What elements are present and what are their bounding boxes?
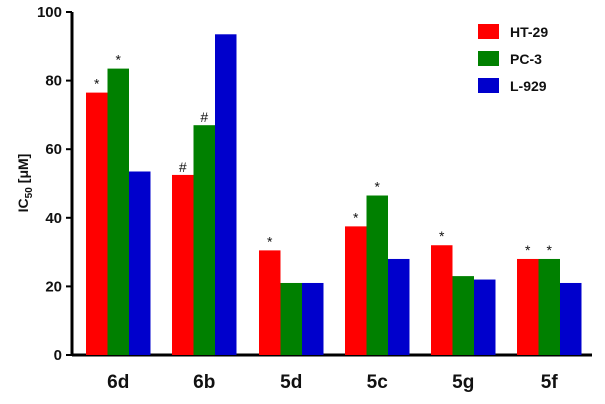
legend-swatch-pc-3 [478,51,499,66]
y-axis-title-unit: [μM] [15,154,31,184]
y-tick-label: 0 [54,347,62,364]
y-tick-label: 20 [45,278,62,295]
bar-pc-3-6b [193,125,215,355]
legend-label: PC-3 [510,51,542,67]
y-axis-title-main: IC [15,198,31,212]
significance-mark: * [439,228,445,244]
significance-mark: * [547,242,553,258]
bar-ht-29-5f [517,258,539,355]
bars [86,34,582,356]
bar-l-929-6b [215,34,237,356]
bar-pc-3-5d [280,282,302,355]
y-tick-label: 60 [45,141,62,158]
bar-l-929-5c [388,258,410,355]
legend-swatch-l-929 [478,78,499,93]
significance-mark: * [267,233,273,249]
significance-mark: # [200,109,208,125]
bar-pc-3-5g [452,276,474,355]
bar-ht-29-6b [172,174,194,355]
y-axis-title: IC50 [μM] [15,154,35,213]
significance-mark: * [116,52,122,68]
bar-l-929-5d [302,282,324,355]
x-category-label: 5c [367,372,389,393]
bar-l-929-6d [129,171,151,355]
significance-mark: * [353,209,359,225]
x-category-label: 5d [280,372,302,393]
annotations: * * # # * * * * * * [94,52,553,258]
significance-mark: # [179,159,187,175]
legend-swatch-ht-29 [478,24,499,39]
bar-ht-29-5g [431,245,453,355]
bar-l-929-5f [560,282,582,355]
x-category-label: 6d [107,372,129,393]
x-category-label: 5f [541,372,559,393]
y-axis-title-subscript: 50 [24,187,35,199]
y-tick-label: 80 [45,73,62,90]
y-tick-label: 40 [45,210,62,227]
bar-l-929-5g [474,279,496,355]
bar-pc-3-6d [107,68,129,355]
bar-pc-3-5f [538,258,560,355]
legend: HT-29 PC-3 L-929 [478,24,548,94]
bar-ht-29-6d [86,92,108,355]
legend-label: L-929 [510,78,547,94]
significance-mark: * [375,179,381,195]
y-axis: 0 20 40 60 80 100 [37,4,74,364]
significance-mark: * [525,242,531,258]
y-tick-label: 100 [37,4,62,21]
x-category-label: 5g [452,372,474,393]
x-category-label: 6b [193,372,215,393]
bar-ht-29-5c [345,226,367,355]
category-labels: 6d 6b 5d 5c 5g 5f [107,372,558,393]
bar-pc-3-5c [366,195,388,355]
significance-mark: * [94,76,100,92]
legend-label: HT-29 [510,24,548,40]
bar-ht-29-5d [259,250,281,355]
